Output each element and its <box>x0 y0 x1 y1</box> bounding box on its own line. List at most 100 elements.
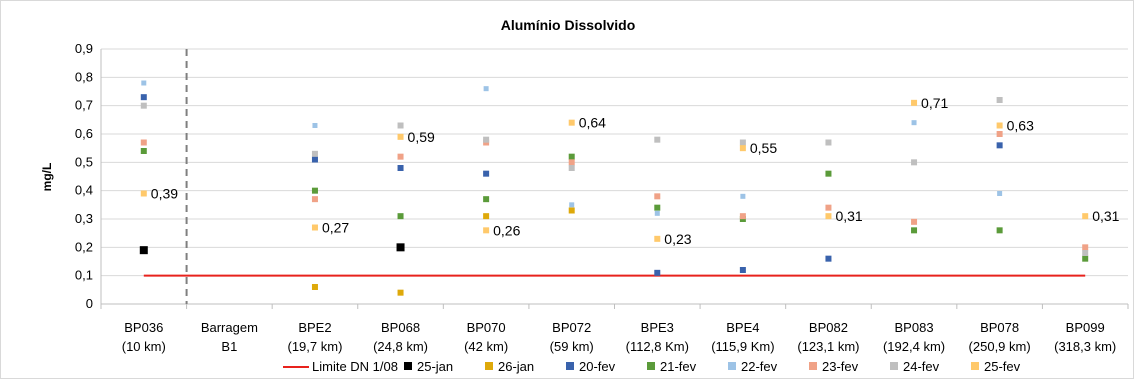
x-tick-label: BPE3 <box>641 320 674 335</box>
point-25-fev <box>311 224 318 231</box>
point-25-fev <box>568 119 575 126</box>
x-tick-label: BP072 <box>552 320 591 335</box>
point-26-jan <box>483 213 490 220</box>
point-20-fev <box>654 269 661 276</box>
point-22-fev <box>740 193 746 199</box>
point-25-fev <box>825 213 832 220</box>
x-tick-label-distance: (59 km) <box>550 339 594 354</box>
legend: Limite DN 1/08 25-jan 26-jan 20-fev 21-fev 22… <box>283 359 1021 374</box>
x-tick-label: BP070 <box>467 320 506 335</box>
point-26-jan <box>568 207 575 214</box>
point-25-fev <box>739 145 746 152</box>
point-23-fev <box>568 159 575 166</box>
point-20-fev <box>140 94 147 101</box>
x-tick-label: Barragem <box>201 320 258 335</box>
x-tick-label-distance: B1 <box>221 339 237 354</box>
point-23-fev <box>996 131 1003 137</box>
point-23-fev <box>825 204 832 211</box>
point-25-fev <box>140 190 147 197</box>
point-24-fev <box>911 159 918 166</box>
data-label: 0,59 <box>408 129 435 145</box>
grid-lines <box>101 48 1128 277</box>
point-24-fev <box>1082 250 1089 256</box>
point-23-fev <box>911 218 918 225</box>
point-21-fev <box>311 187 318 194</box>
legend-label: 25-jan <box>417 359 453 374</box>
legend-marker <box>647 362 655 370</box>
point-21-fev <box>140 148 147 154</box>
data-label: 0,55 <box>750 140 777 156</box>
point-21-fev <box>483 196 490 203</box>
legend-marker <box>485 362 493 370</box>
point-23-fev <box>654 193 661 200</box>
point-21-fev <box>911 227 918 234</box>
point-21-fev <box>825 170 832 177</box>
data-label: 0,31 <box>835 208 862 224</box>
data-label: 0,26 <box>493 222 520 238</box>
point-23-fev <box>1082 244 1089 251</box>
point-23-fev <box>311 196 318 203</box>
point-25-fev <box>654 235 661 242</box>
x-tick-label-distance: (192,4 km) <box>883 339 945 354</box>
legend-marker <box>890 362 898 370</box>
x-tick-label: BP082 <box>809 320 848 335</box>
legend-marker <box>404 362 412 370</box>
legend-label: 21-fev <box>660 359 697 374</box>
point-20-fev <box>996 142 1003 149</box>
y-tick-label: 0,7 <box>75 98 93 113</box>
legend-label: 26-jan <box>498 359 534 374</box>
x-tick-label-distance: (123,1 km) <box>797 339 859 354</box>
axes: 0 0,1 0,2 0,3 0,4 0,5 0,6 0,7 0,8 0,9 BP036 (10 km)… <box>75 41 1129 354</box>
y-tick-label: 0,4 <box>75 183 93 198</box>
legend-marker <box>728 362 736 370</box>
legend-label: 23-fev <box>822 359 859 374</box>
point-24-fev <box>568 165 575 171</box>
y-tick-label: 0,5 <box>75 154 93 169</box>
x-tick-label: BP036 <box>124 320 163 335</box>
point-22-fev <box>483 86 489 92</box>
point-20-fev <box>483 170 490 177</box>
point-22-fev <box>997 191 1003 196</box>
point-20-fev <box>311 156 318 163</box>
point-24-fev <box>397 122 404 129</box>
legend-marker <box>971 362 979 370</box>
point-22-fev <box>569 202 575 208</box>
x-tick-label-distance: (115,9 Km) <box>711 339 774 354</box>
y-tick-label: 0,3 <box>75 211 93 226</box>
point-24-fev <box>739 139 746 146</box>
y-axis-label: mg/L <box>40 163 54 192</box>
data-label: 0,39 <box>151 186 178 202</box>
point-21-fev <box>568 153 575 160</box>
point-22-fev <box>654 210 660 216</box>
legend-marker <box>809 362 817 370</box>
point-25-jan <box>139 246 148 255</box>
y-tick-label: 0,2 <box>75 239 93 254</box>
data-label: 0,63 <box>1007 118 1034 134</box>
point-26-jan <box>311 284 318 290</box>
legend-label: 22-fev <box>741 359 778 374</box>
data-labels: 0,39 0,27 0,59 0,26 0,64 0,23 0,55 0,31 0,71 0,63… <box>151 95 1120 247</box>
y-tick-label: 0,1 <box>75 268 93 283</box>
point-24-fev <box>996 97 1003 103</box>
x-tick-label-distance: (112,8 Km) <box>626 339 689 354</box>
chart-title: Alumínio Dissolvido <box>501 17 636 33</box>
data-label: 0,64 <box>579 115 606 131</box>
x-tick-label: BPE2 <box>298 320 331 335</box>
legend-label: 20-fev <box>579 359 616 374</box>
legend-label: 24-fev <box>903 359 940 374</box>
data-label: 0,31 <box>1092 208 1119 224</box>
point-23-fev <box>397 153 404 160</box>
point-24-fev <box>140 102 147 109</box>
point-26-jan <box>397 289 404 296</box>
point-24-fev <box>825 139 832 146</box>
legend-label: 25-fev <box>984 359 1021 374</box>
x-tick-label: BP068 <box>381 320 420 335</box>
data-points <box>139 80 1089 296</box>
point-21-fev <box>397 213 404 220</box>
point-21-fev <box>654 204 661 211</box>
y-tick-label: 0,8 <box>75 69 93 84</box>
point-22-fev <box>312 123 318 128</box>
x-tick-label-distance: (250,9 km) <box>969 339 1031 354</box>
point-20-fev <box>825 255 832 262</box>
